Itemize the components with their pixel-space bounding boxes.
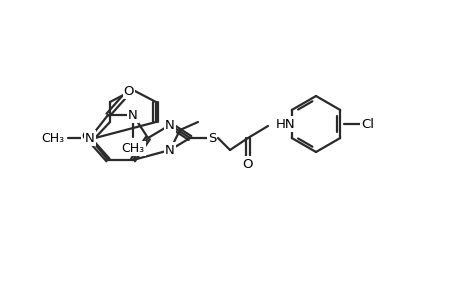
Text: O: O <box>82 130 92 142</box>
Text: O: O <box>242 158 253 170</box>
Text: Cl: Cl <box>361 118 374 130</box>
Text: S: S <box>207 131 216 145</box>
Text: N: N <box>165 143 174 157</box>
Text: N: N <box>165 118 174 131</box>
Text: O: O <box>123 85 134 98</box>
Text: N: N <box>128 109 138 122</box>
Text: CH₃: CH₃ <box>41 131 64 145</box>
Text: HN: HN <box>275 118 295 130</box>
Text: N: N <box>85 131 95 145</box>
Text: CH₃: CH₃ <box>121 142 144 155</box>
